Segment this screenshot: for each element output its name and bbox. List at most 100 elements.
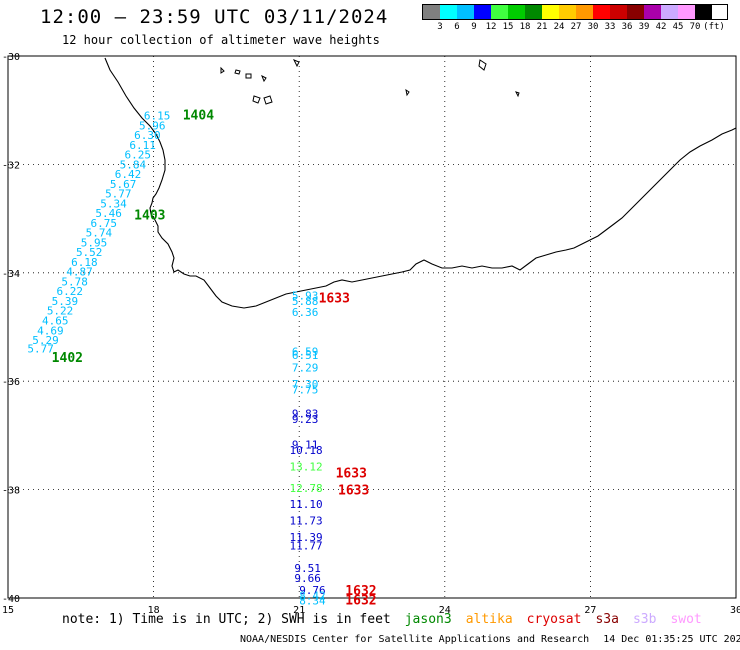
wave-height-value: 5.39: [52, 295, 79, 308]
wave-height-value: 11.73: [289, 514, 322, 527]
wave-height-value: 5.96: [139, 119, 166, 132]
island-fragment: [261, 74, 267, 83]
y-tick-label: -32: [2, 160, 20, 171]
wave-height-value: 6.18: [71, 256, 98, 269]
wave-height-value: 4.65: [42, 314, 68, 327]
wave-height-value: 5.34: [100, 197, 127, 210]
footer-note: note: 1) Time is in UTC; 2) SWH is in fe…: [62, 612, 702, 627]
island-fragment: [263, 95, 273, 105]
wave-height-value: 5.29: [32, 334, 59, 347]
island-fragment: [234, 69, 241, 75]
pass-number-label: 1632: [345, 584, 376, 599]
pass-number-label: 1403: [134, 208, 165, 223]
wave-height-value: 6.30: [134, 129, 161, 142]
legend-swatch: [610, 5, 627, 19]
credit-text: NOAA/NESDIS Center for Satellite Applica…: [240, 634, 590, 645]
legend-swatch: [695, 5, 712, 19]
y-tick-label: -36: [2, 377, 20, 388]
pass-number-label: 1633: [338, 484, 369, 499]
legend-label: 9: [471, 22, 477, 32]
legend-swatch: [593, 5, 610, 19]
x-tick-label: 21: [293, 605, 305, 616]
legend-label: 21: [536, 22, 548, 32]
footer-credit: NOAA/NESDIS Center for Satellite Applica…: [240, 634, 740, 645]
x-tick-label: 18: [148, 605, 160, 616]
pass-number-label: 1633: [319, 292, 350, 307]
wave-height-value: 4.87: [66, 266, 93, 279]
y-tick-label: -34: [2, 269, 20, 280]
pass-number-label: 1633: [336, 466, 367, 481]
island-fragment: [245, 73, 252, 79]
wave-height-value: 4.69: [37, 324, 64, 337]
map-frame: 15 18 21 24 27 30 -30 -32 -34 -36 -38 -40: [2, 52, 740, 616]
wave-height-value: 5.84: [120, 158, 147, 171]
timestamp-text: 14 Dec 01:35:25 UTC 2024: [603, 634, 740, 645]
legend-label: 36: [621, 22, 633, 32]
x-tick-label: 24: [439, 605, 451, 616]
wave-height-value: 9.23: [292, 413, 319, 426]
wave-height-value: 13.12: [289, 460, 322, 473]
wave-height-value: 6.59: [292, 345, 319, 358]
footer-note-text: note: 1) Time is in UTC; 2) SWH is in fe…: [62, 612, 391, 627]
y-tick-label: -30: [2, 52, 20, 63]
satellite-name: s3b: [632, 612, 657, 627]
legend-label: 30: [587, 22, 599, 32]
island-fragment: [515, 91, 520, 98]
legend-label: 15: [502, 22, 514, 32]
wave-height-value: 6.25: [124, 149, 151, 162]
wave-height-value: 6.51: [292, 349, 319, 362]
wave-height-value: 6.75: [91, 217, 118, 230]
y-tick-label: -38: [2, 486, 20, 497]
legend-swatch: [423, 5, 440, 19]
wave-height-value: 5.22: [47, 305, 74, 318]
wave-height-value: 9.83: [292, 408, 319, 421]
wave-height-value: 6.22: [57, 285, 84, 298]
legend-swatch: [525, 5, 542, 19]
island-fragment: [478, 59, 487, 71]
wave-height-value: 5.77: [27, 343, 54, 356]
wave-height-value: 6.42: [115, 168, 142, 181]
coastline: [104, 57, 737, 309]
satellite-name: s3a: [595, 612, 619, 627]
x-tick-label: 27: [584, 605, 596, 616]
legend-label: 6: [454, 22, 460, 32]
wave-height-value: 12.78: [289, 482, 322, 495]
island-fragment: [292, 59, 300, 68]
legend-unit: (ft): [703, 22, 725, 32]
wave-height-value: 9.11: [292, 439, 319, 452]
wave-height-value: 6.36: [292, 306, 319, 319]
wave-height-value: 7.75: [292, 383, 319, 396]
legend-swatch: [627, 5, 644, 19]
x-tick-label: 30: [730, 605, 740, 616]
legend-label: 42: [655, 22, 667, 32]
wave-height-legend: 3 6 9 12 15 18 21 24 27 30 33 36 39 42 45 70 (ft): [422, 4, 728, 36]
wave-height-value: 11.10: [289, 498, 322, 511]
legend-swatch: [491, 5, 508, 19]
wave-height-value: 9.66: [294, 572, 321, 585]
legend-swatch: [440, 5, 457, 19]
legend-swatch: [576, 5, 593, 19]
satellite-name: altika: [465, 612, 513, 627]
pass-number-label: 1632: [345, 594, 376, 609]
legend-swatch: [457, 5, 474, 19]
wave-height-value: 5.77: [105, 188, 132, 201]
satellite-list: jason3 altika cryosat s3a s3b swot: [391, 612, 702, 627]
legend-label: 70: [689, 22, 701, 32]
island-fragment: [220, 66, 225, 74]
south-africa-coastline: [104, 57, 737, 309]
legend-label: 12: [485, 22, 497, 32]
island-fragment: [252, 95, 261, 104]
map-border: [7, 55, 737, 599]
legend-labels: 3 6 9 12 15 18 21 24 27 30 33 36 39 42 45 70 (ft): [422, 20, 728, 34]
wave-height-value: 6.11: [129, 139, 156, 152]
wave-height-value: 5.78: [61, 275, 88, 288]
map-subtitle: 12 hour collection of altimeter wave hei…: [62, 33, 380, 47]
legend-label: 18: [519, 22, 531, 32]
legend-swatch: [678, 5, 695, 19]
wave-height-value: 5.52: [76, 246, 103, 259]
wave-height-value: 8.42: [299, 589, 326, 602]
wave-height-value: 8.34: [299, 595, 326, 608]
legend-swatch: [661, 5, 678, 19]
